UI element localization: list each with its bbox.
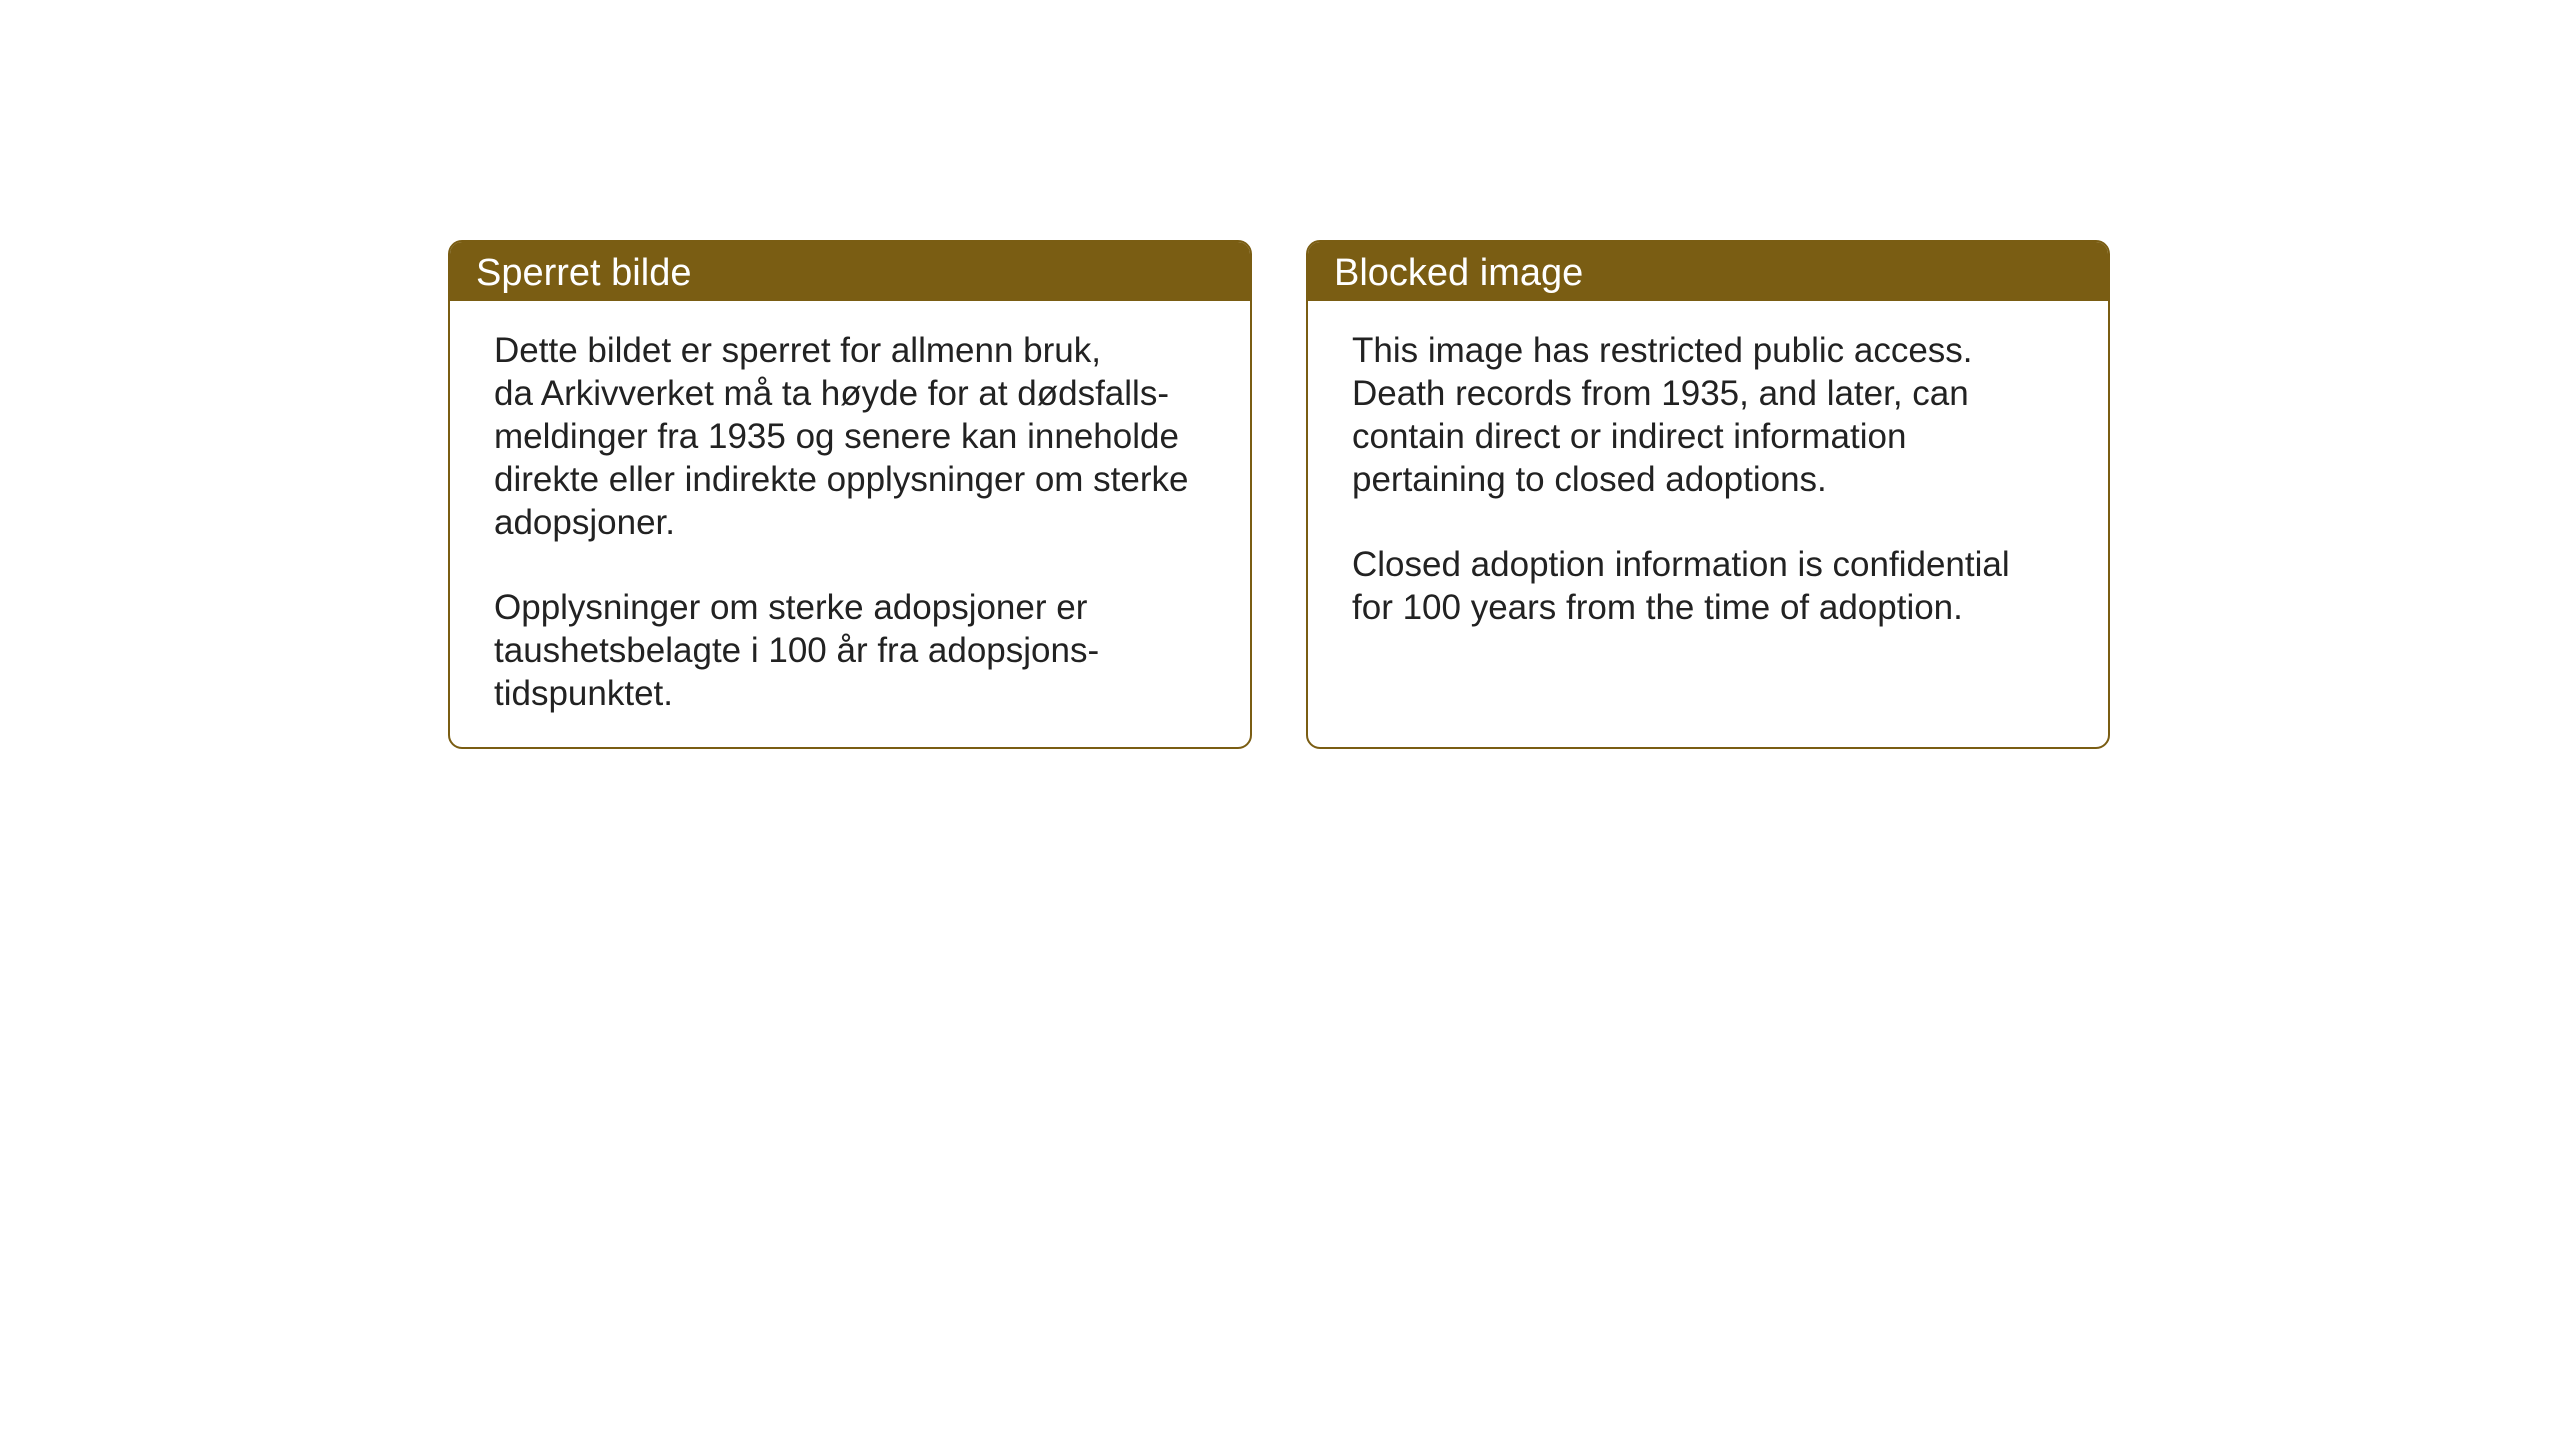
text-line: This image has restricted public access. <box>1352 331 1973 370</box>
notice-box-english: Blocked image This image has restricted … <box>1306 240 2110 749</box>
notice-title-english: Blocked image <box>1308 242 2108 301</box>
text-line: pertaining to closed adoptions. <box>1352 460 1827 499</box>
notice-body-norwegian: Dette bildet er sperret for allmenn bruk… <box>450 301 1250 747</box>
text-line: meldinger fra 1935 og senere kan innehol… <box>494 417 1179 456</box>
notice-body-english: This image has restricted public access.… <box>1308 301 2108 745</box>
notice-paragraph-2-en: Closed adoption information is confident… <box>1352 543 2064 629</box>
text-line: Dette bildet er sperret for allmenn bruk… <box>494 331 1101 370</box>
text-line: adopsjoner. <box>494 503 675 542</box>
notice-container: Sperret bilde Dette bildet er sperret fo… <box>448 240 2560 749</box>
notice-paragraph-2-no: Opplysninger om sterke adopsjoner er tau… <box>494 586 1206 715</box>
notice-title-norwegian: Sperret bilde <box>450 242 1250 301</box>
text-line: for 100 years from the time of adoption. <box>1352 588 1963 627</box>
notice-paragraph-1-no: Dette bildet er sperret for allmenn bruk… <box>494 329 1206 544</box>
text-line: direkte eller indirekte opplysninger om … <box>494 460 1189 499</box>
notice-box-norwegian: Sperret bilde Dette bildet er sperret fo… <box>448 240 1252 749</box>
text-line: tidspunktet. <box>494 674 673 713</box>
text-line: taushetsbelagte i 100 år fra adopsjons- <box>494 631 1099 670</box>
text-line: Opplysninger om sterke adopsjoner er <box>494 588 1087 627</box>
text-line: Closed adoption information is confident… <box>1352 545 2010 584</box>
text-line: Death records from 1935, and later, can <box>1352 374 1969 413</box>
notice-paragraph-1-en: This image has restricted public access.… <box>1352 329 2064 501</box>
text-line: contain direct or indirect information <box>1352 417 1906 456</box>
text-line: da Arkivverket må ta høyde for at dødsfa… <box>494 374 1169 413</box>
